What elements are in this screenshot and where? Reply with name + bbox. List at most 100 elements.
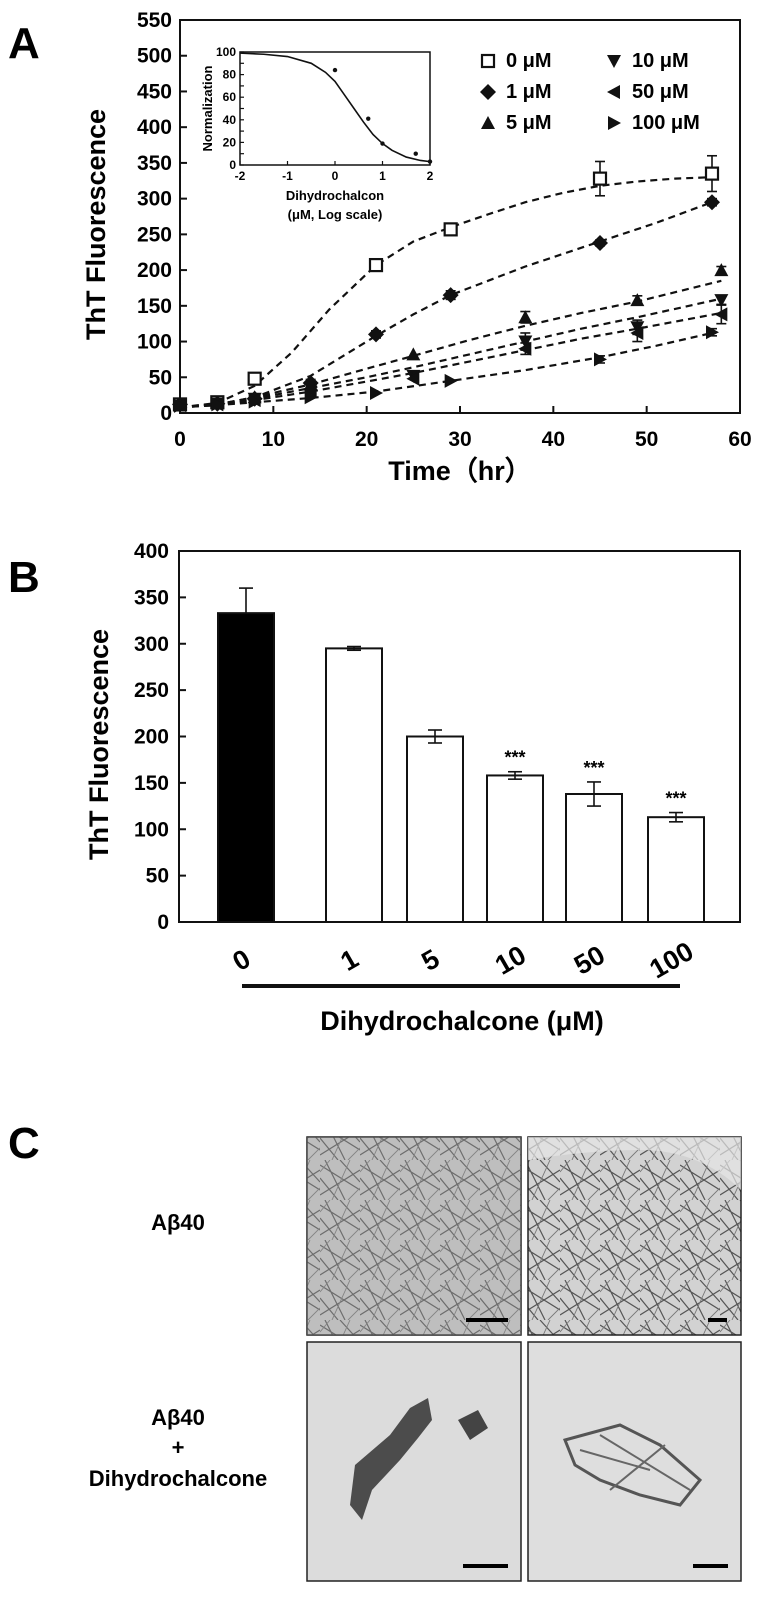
- inset-y-axis-title: Normalization: [200, 65, 215, 151]
- data-point: [443, 222, 458, 237]
- significance-marker: ***: [504, 748, 525, 768]
- x-tick-label: 10: [262, 428, 285, 451]
- panel-letter-c: C: [8, 1119, 40, 1168]
- legend-label: 5 μM: [506, 112, 552, 134]
- y-tick-label: 100: [134, 818, 169, 841]
- data-point: [304, 390, 318, 405]
- legend: 0 μM 1 μM 5 μM 10 μM 50 μM 100 μM: [480, 50, 700, 134]
- inset-x-tick-label: 1: [379, 169, 386, 183]
- bar-1: [325, 647, 383, 923]
- inset-x-axis-subtitle: (μM, Log scale): [288, 207, 383, 222]
- row-label-ab40-combo-2: +: [172, 1435, 185, 1460]
- fit-curve: [179, 331, 713, 409]
- panel-letter-b: B: [8, 553, 40, 602]
- tem-image-combo-right: [527, 1341, 742, 1582]
- series-4: [173, 304, 728, 413]
- series-2: [173, 263, 729, 411]
- data-point: [406, 371, 420, 386]
- tem-image-ab40-left: [306, 1136, 522, 1336]
- fit-curve: [179, 297, 722, 409]
- x-axis-title: Dihydrochalcone (μM): [320, 1006, 604, 1036]
- x-tick-label: 60: [728, 428, 751, 451]
- data-point: [518, 335, 533, 349]
- inset-y-tick-label: 100: [216, 45, 236, 59]
- legend-marker: [481, 116, 495, 129]
- data-point: [442, 287, 459, 304]
- legend-marker: [480, 84, 496, 100]
- x-tick-label: 0: [227, 943, 255, 976]
- y-tick-label: 0: [157, 911, 169, 934]
- data-point: [368, 257, 384, 273]
- x-tick-label: 20: [355, 428, 378, 451]
- bar-10: [486, 774, 544, 924]
- bar-100: [647, 816, 705, 924]
- legend-marker: [480, 53, 496, 69]
- y-tick-label: 0: [160, 402, 172, 425]
- x-tick-label: 0: [174, 428, 186, 451]
- fit-curve: [179, 311, 722, 409]
- legend-marker: [607, 55, 621, 68]
- data-point: [630, 293, 645, 307]
- inset-y-tick-label: 80: [223, 68, 237, 82]
- significance-marker: ***: [665, 789, 686, 809]
- y-tick-label: 350: [134, 586, 169, 609]
- inset-x-tick-label: 0: [332, 169, 339, 183]
- data-point: [444, 373, 458, 388]
- bar-5: [406, 735, 464, 923]
- y-tick-label: 200: [137, 259, 172, 282]
- tem-image-ab40-right: [527, 1136, 742, 1336]
- inset-y-tick-label: 60: [223, 90, 237, 104]
- y-axis-title: ThT Fluorescence: [81, 109, 111, 340]
- x-tick-label: 50: [569, 940, 610, 981]
- inset-x-tick-label: -1: [282, 169, 293, 183]
- inset-y-tick-label: 20: [223, 135, 237, 149]
- panel-letter-a: A: [8, 19, 40, 68]
- y-tick-label: 550: [137, 9, 172, 32]
- x-tick-label: 10: [490, 940, 531, 981]
- y-tick-label: 350: [137, 152, 172, 175]
- y-tick-label: 400: [137, 116, 172, 139]
- inset-x-tick-label: 2: [427, 169, 434, 183]
- inset-x-tick-label: -2: [235, 169, 246, 183]
- bar-0: [217, 612, 275, 924]
- y-tick-label: 150: [137, 295, 172, 318]
- data-point: [248, 394, 262, 409]
- legend-marker: [608, 116, 621, 130]
- y-tick-label: 450: [137, 80, 172, 103]
- legend-marker: [607, 85, 620, 99]
- x-tick-label: 40: [542, 428, 565, 451]
- data-point: [714, 263, 729, 277]
- inset-data-point: [427, 159, 433, 164]
- data-point: [706, 325, 719, 340]
- y-tick-label: 300: [137, 188, 172, 211]
- inset-fit-curve: [239, 52, 431, 163]
- data-point: [704, 166, 720, 181]
- data-point: [592, 234, 608, 251]
- data-point: [370, 385, 383, 400]
- x-tick-label: 5: [416, 943, 444, 976]
- legend-label: 0 μM: [506, 50, 552, 72]
- inset-y-tick-label: 0: [229, 158, 236, 172]
- y-tick-label: 500: [137, 45, 172, 68]
- x-tick-label: 1: [335, 943, 363, 976]
- y-axis-title: ThT Fluorescence: [84, 629, 114, 860]
- x-tick-label: 50: [635, 428, 658, 451]
- legend-label: 1 μM: [506, 81, 552, 103]
- y-tick-label: 50: [149, 366, 172, 389]
- series-3: [173, 294, 729, 413]
- x-tick-label: 30: [448, 428, 471, 451]
- inset-data-point: [366, 116, 371, 121]
- y-tick-label: 250: [137, 223, 172, 246]
- row-label-ab40: Aβ40: [151, 1210, 205, 1235]
- series-5: [174, 325, 719, 413]
- bar-50: [565, 793, 623, 924]
- y-tick-label: 200: [134, 726, 169, 749]
- inset-data-point: [380, 141, 385, 146]
- inset-chart: 0 20 40 60 80 100 -2 -1 0 1 2 Dihydrochalcon (μM, Lo…: [200, 45, 434, 222]
- data-point: [368, 326, 384, 343]
- data-point: [704, 194, 720, 211]
- legend-label: 50 μM: [632, 81, 689, 103]
- y-tick-label: 400: [134, 540, 169, 563]
